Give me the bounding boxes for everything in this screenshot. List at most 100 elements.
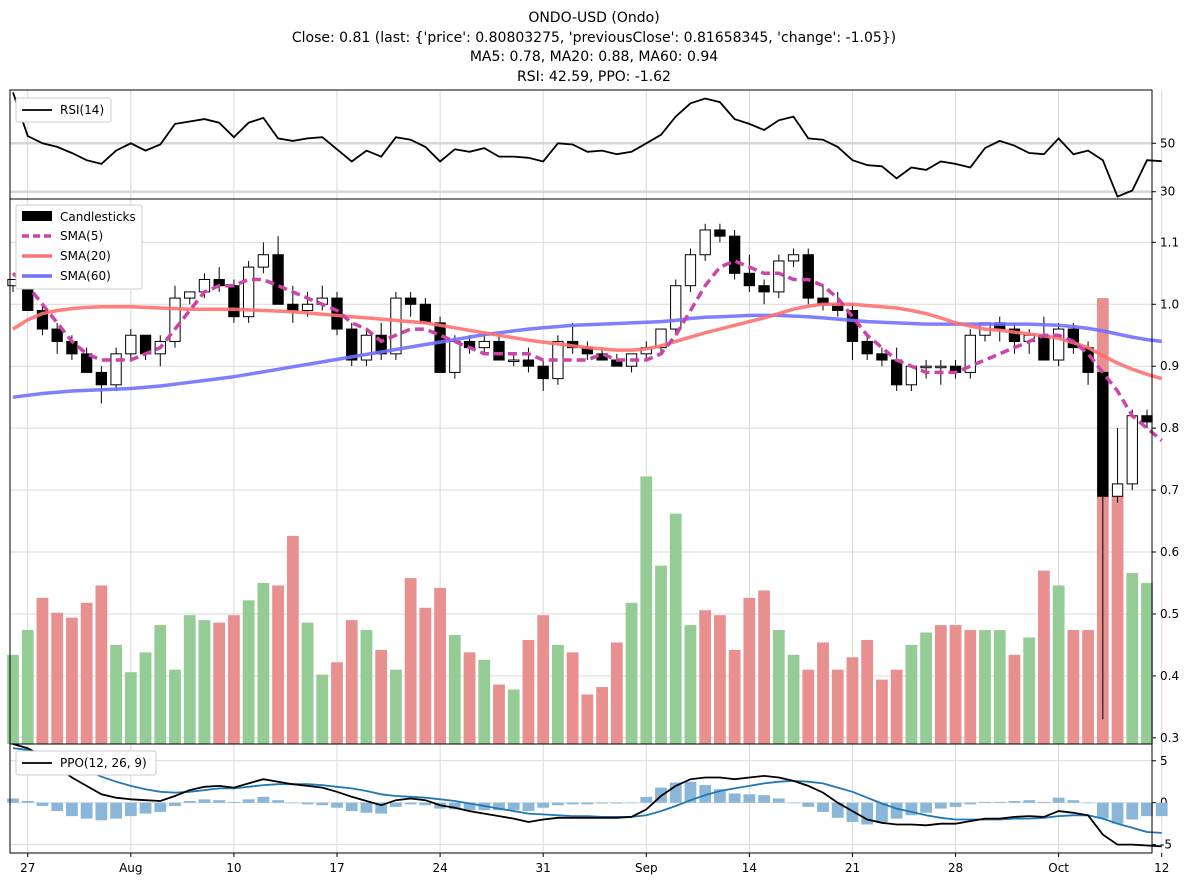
- candlestick: [478, 335, 490, 354]
- candle-body: [478, 340, 490, 349]
- volume-bar: [684, 625, 697, 744]
- candlestick: [508, 353, 520, 367]
- volume-bar: [316, 674, 329, 744]
- y-tick-label-3: 0.6: [1160, 545, 1179, 559]
- volume-bar: [198, 620, 211, 744]
- price-legend-box: [15, 204, 143, 290]
- rsi-line: [12, 92, 1162, 198]
- candlestick: [139, 334, 152, 361]
- ppo-histogram-bar: [390, 802, 402, 807]
- candle-body: [684, 254, 697, 287]
- ppo-histogram-bar: [345, 802, 358, 812]
- volume-bar: [80, 602, 93, 744]
- ppo-histogram-bar: [139, 802, 152, 814]
- candle-body: [1126, 415, 1138, 485]
- ppo-panel-frame: [9, 743, 1153, 854]
- candle-body: [1141, 415, 1153, 423]
- volume-bar: [861, 639, 874, 744]
- candle-body: [508, 359, 520, 363]
- price-panel: 0.3 0.4 0.5 0.6 0.7 0.8 0.9 1.0 1.1: [7, 198, 1179, 745]
- volume-bar: [802, 669, 815, 744]
- chart-title-line-3: MA5: 0.78, MA20: 0.88, MA60: 0.94: [470, 49, 718, 65]
- ppo-histogram-bar: [493, 802, 505, 811]
- ppo-histogram-bar: [124, 802, 137, 817]
- ppo-histogram-bar: [714, 789, 726, 803]
- ppo-histogram-bar: [183, 801, 196, 803]
- y-tick-label-5: 0.8: [1160, 421, 1179, 435]
- y-tick-label-0: 30: [1160, 185, 1175, 199]
- volume-bar: [272, 585, 284, 744]
- price-legend: Candlesticks SMA(5) SMA(20) SMA(60): [15, 204, 143, 290]
- volume-bar: [640, 476, 653, 744]
- candle-body: [390, 297, 402, 355]
- rsi-panel: 30 50: [9, 89, 1175, 200]
- candle-body: [890, 359, 903, 386]
- candlestick: [1111, 428, 1124, 503]
- volume-bar: [1008, 654, 1021, 744]
- volume-bar: [1038, 570, 1050, 744]
- candle-body: [802, 254, 814, 299]
- candle-body: [522, 359, 535, 367]
- volume-bar: [1067, 630, 1080, 744]
- ppo-histogram-bar: [95, 802, 108, 821]
- chart-title-line-2: Close: 0.81 (last: {'price': 0.80803275,…: [292, 30, 896, 46]
- volume-bar: [669, 513, 682, 744]
- volume-bar: [610, 642, 623, 744]
- candle-body: [876, 353, 888, 361]
- candlestick: [890, 347, 903, 391]
- ppo-histogram-bar: [463, 802, 476, 811]
- volume-bar: [242, 600, 255, 744]
- volume-bar: [993, 630, 1006, 744]
- volume-bar: [286, 535, 299, 744]
- candle-body: [242, 266, 255, 318]
- ppo-histogram-bar: [920, 802, 932, 813]
- candle-body: [95, 371, 108, 386]
- ppo-histogram-bar: [360, 802, 373, 813]
- ppo-histogram-bar: [66, 802, 78, 817]
- ppo-histogram-bar: [1155, 802, 1168, 817]
- candle-body: [1038, 334, 1050, 361]
- volume-bar: [566, 652, 579, 744]
- candlestick: [346, 322, 358, 367]
- y-tick-label-8: 1.1: [1160, 235, 1179, 249]
- sma5-line: [11, 259, 1163, 442]
- ppo-histogram-bar: [846, 802, 859, 822]
- ppo-histogram-bar: [213, 800, 226, 803]
- candle-body: [670, 285, 682, 330]
- volume-bar: [905, 644, 918, 744]
- volume-bar: [920, 632, 932, 744]
- ppo-histogram-bar: [728, 793, 741, 803]
- candle-body: [184, 291, 196, 299]
- ppo-histogram-bar: [802, 802, 815, 807]
- ppo-histogram-bar: [699, 785, 712, 803]
- candle-body: [699, 229, 711, 256]
- sma60-line: [12, 313, 1162, 399]
- x-tick-label-0: 27: [20, 861, 35, 875]
- volume-bar: [831, 669, 844, 744]
- y-tick-label-1: 50: [1160, 136, 1175, 150]
- candle-body: [773, 260, 785, 293]
- ppo-histogram-bar: [640, 796, 653, 803]
- candle-body: [935, 365, 947, 369]
- ppo-histogram-bar: [1126, 802, 1139, 820]
- candlestick: [257, 242, 270, 274]
- x-tick-label-1: Aug: [119, 861, 142, 875]
- x-tick-label-7: 14: [742, 861, 757, 875]
- candlestick: [773, 254, 785, 299]
- volume-bar: [581, 694, 594, 744]
- volume-bar: [21, 630, 34, 744]
- candlestick: [684, 248, 697, 292]
- candlestick: [95, 366, 108, 404]
- ppo-histogram-bar: [80, 802, 93, 819]
- legend-candlesticks-label: Candlesticks: [60, 210, 136, 224]
- volume-bar: [375, 649, 388, 744]
- candle-body: [375, 334, 387, 355]
- candle-body: [728, 235, 741, 274]
- volume-bar: [772, 630, 785, 744]
- candlestick: [743, 254, 756, 292]
- ppo-histogram-bar: [1008, 801, 1021, 803]
- candlestick: [360, 329, 373, 367]
- volume-bar: [404, 578, 417, 744]
- volume-bar: [728, 649, 741, 744]
- candlestick: [80, 347, 93, 373]
